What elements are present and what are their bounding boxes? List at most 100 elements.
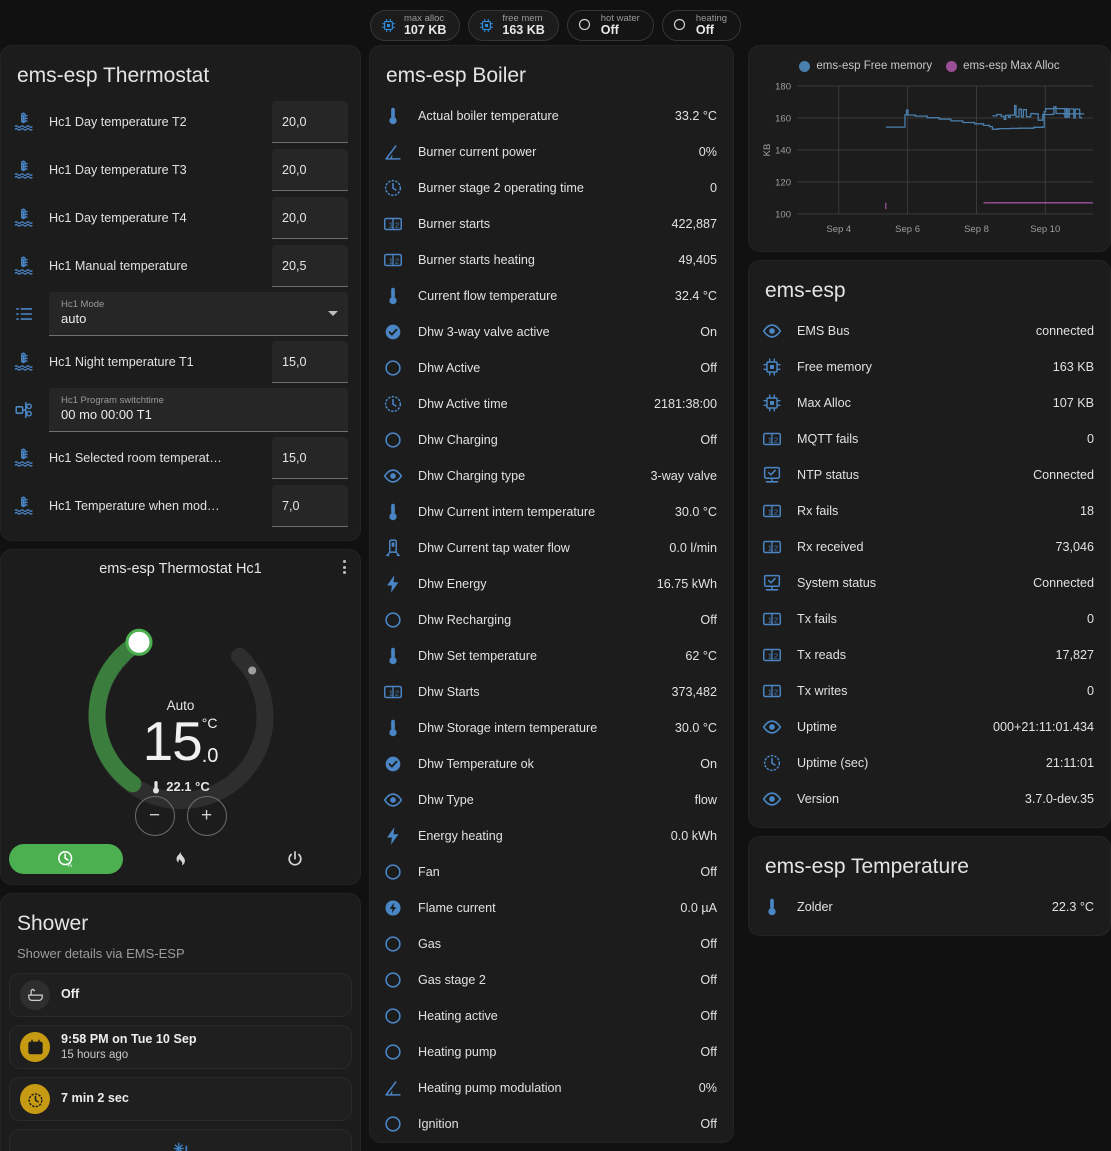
water-thermometer-icon — [14, 496, 33, 515]
status-entity-row[interactable]: Uptime 000+21:11:01.434 — [749, 709, 1110, 745]
boiler-entity-row[interactable]: Dhw Recharging Off — [370, 602, 733, 638]
thermostat-value-input[interactable]: 7,0 — [272, 485, 348, 527]
boiler-entity-row[interactable]: Dhw Energy 16.75 kWh — [370, 566, 733, 602]
increase-temperature-button[interactable]: + — [186, 796, 227, 836]
entity-label: Heating pump modulation — [418, 1081, 562, 1095]
boiler-entity-row[interactable]: Gas Off — [370, 926, 733, 962]
decrease-temperature-button[interactable]: − — [134, 796, 175, 836]
status-entity-row[interactable]: Free memory 163 KB — [749, 349, 1110, 385]
entity-value: connected — [1035, 324, 1094, 338]
boiler-entity-row[interactable]: Dhw 3-way valve active On — [370, 314, 733, 350]
water-thermometer-icon — [14, 256, 33, 275]
boiler-entity-row[interactable]: Dhw Temperature ok On — [370, 746, 733, 782]
status-entity-row[interactable]: Max Alloc 107 KB — [749, 385, 1110, 421]
status-entity-row[interactable]: Version 3.7.0-dev.35 — [749, 781, 1110, 817]
list-icon — [13, 303, 35, 325]
chip-free-mem[interactable]: free mem 163 KB — [468, 10, 559, 41]
boiler-entity-row[interactable]: Flame current 0.0 µA — [370, 890, 733, 926]
circle-icon — [385, 1044, 401, 1060]
shower-tile[interactable]: 7 min 2 sec — [9, 1077, 352, 1121]
boiler-entity-row[interactable]: Dhw Current tap water flow 0.0 l/min — [370, 530, 733, 566]
boiler-entity-row[interactable]: Actual boiler temperature 33.2 °C — [370, 98, 733, 134]
chip-icon — [763, 358, 781, 376]
boiler-entity-row[interactable]: Current flow temperature 32.4 °C — [370, 278, 733, 314]
boiler-entity-row[interactable]: Heating active Off — [370, 998, 733, 1034]
hvac-mode-auto-button[interactable]: A — [9, 844, 124, 874]
boiler-entity-row[interactable]: Burner current power 0% — [370, 134, 733, 170]
legend-label: ems-esp Max Alloc — [963, 60, 1060, 72]
chip-max-alloc[interactable]: max alloc 107 KB — [369, 10, 461, 41]
thermostat-value-input[interactable]: 20,5 — [272, 245, 348, 287]
boiler-entity-row[interactable]: 1 2 Burner starts 422,887 — [370, 206, 733, 242]
boiler-entity-row[interactable]: Dhw Active Off — [370, 350, 733, 386]
svg-text:1: 1 — [768, 435, 772, 444]
boiler-entity-row[interactable]: Dhw Charging Off — [370, 422, 733, 458]
status-entity-row[interactable]: 1 2 Tx fails 0 — [749, 601, 1110, 637]
boiler-entity-row[interactable]: Ignition Off — [370, 1106, 733, 1142]
boiler-entity-row[interactable]: Energy heating 0.0 kWh — [370, 818, 733, 854]
entity-label: Current flow temperature — [418, 289, 558, 303]
boiler-entity-row[interactable]: Dhw Storage intern temperature 30.0 °C — [370, 710, 733, 746]
counter-icon: 1 2 — [763, 648, 781, 662]
status-entity-row[interactable]: 1 2 MQTT fails 0 — [749, 421, 1110, 457]
boiler-entity-row[interactable]: 1 2 Burner starts heating 49,405 — [370, 242, 733, 278]
boiler-entity-row[interactable]: 1 2 Dhw Starts 373,482 — [370, 674, 733, 710]
legend-item[interactable]: ems-esp Max Alloc — [946, 60, 1060, 72]
svg-text:1: 1 — [768, 507, 772, 516]
thermostat-value-input[interactable]: 20,0 — [272, 197, 348, 239]
thermostat-value-input[interactable]: 20,0 — [272, 101, 348, 143]
boiler-entity-row[interactable]: Dhw Charging type 3-way valve — [370, 458, 733, 494]
svg-text:2: 2 — [774, 615, 778, 624]
status-entity-row[interactable]: NTP status Connected — [749, 457, 1110, 493]
thermostat-value-input[interactable]: 15,0 — [272, 437, 348, 479]
boiler-entity-row[interactable]: Burner stage 2 operating time 0 — [370, 170, 733, 206]
legend-color-dot — [799, 60, 811, 72]
status-entity-row[interactable]: EMS Bus connected — [749, 313, 1110, 349]
eye-icon — [383, 469, 403, 483]
boiler-entity-row[interactable]: Dhw Active time 2181:38:00 — [370, 386, 733, 422]
dial-title: ems-esp Thermostat Hc1 — [99, 561, 262, 577]
more-options-icon[interactable] — [343, 560, 346, 574]
thermostat-select-field[interactable]: Hc1 Program switchtime 00 mo 00:00 T1 — [49, 388, 348, 432]
boiler-entity-row[interactable]: Gas stage 2 Off — [370, 962, 733, 998]
status-entity-row[interactable]: System status Connected — [749, 565, 1110, 601]
counter-icon: 1 2 — [761, 500, 783, 522]
entity-label: Flame current — [418, 901, 496, 915]
shower-tile[interactable]: Off — [9, 973, 352, 1017]
entity-label: Dhw Current intern temperature — [418, 505, 596, 519]
entity-value: Connected — [1033, 468, 1094, 482]
eye-icon — [382, 789, 404, 811]
shower-tile[interactable]: 9:58 PM on Tue 10 Sep 15 hours ago — [9, 1025, 352, 1069]
clock-icon — [761, 752, 783, 774]
thermometer-icon — [389, 107, 397, 125]
entity-value: 3.7.0-dev.35 — [1024, 792, 1094, 806]
hvac-mode-off-button[interactable] — [238, 844, 352, 874]
svg-text:140: 140 — [775, 146, 791, 157]
thermostat-value-input[interactable]: 15,0 — [272, 341, 348, 383]
dial-area[interactable]: Auto 15 °C .0 — [1, 588, 360, 838]
status-entity-row[interactable]: 1 2 Rx fails 18 — [749, 493, 1110, 529]
boiler-entity-row[interactable]: Heating pump modulation 0% — [370, 1070, 733, 1106]
chip-heating[interactable]: heating Off — [661, 10, 742, 41]
thermostat-dial-card: ems-esp Thermostat Hc1 — [0, 549, 361, 885]
memory-history-chart[interactable]: 100 120 140 160 180 Sep 4 Sep 6 Sep 8 Sep 10 KB — [757, 80, 1101, 240]
status-entity-row[interactable]: 1 2 Tx reads 17,827 — [749, 637, 1110, 673]
status-entity-row[interactable]: 1 2 Tx writes 0 — [749, 673, 1110, 709]
boiler-entity-row[interactable]: Fan Off — [370, 854, 733, 890]
boiler-entity-row[interactable]: Dhw Set temperature 62 °C — [370, 638, 733, 674]
status-entity-row[interactable]: Uptime (sec) 21:11:01 — [749, 745, 1110, 781]
temperature-dial[interactable] — [56, 590, 306, 840]
boiler-entity-row[interactable]: Dhw Type flow — [370, 782, 733, 818]
thermostat-select-field[interactable]: Hc1 Mode auto — [49, 292, 348, 336]
dial-step-buttons: − + — [1, 796, 360, 836]
chip-hot-water[interactable]: hot water Off — [566, 10, 654, 41]
legend-item[interactable]: ems-esp Free memory — [799, 60, 932, 72]
thermostat-value-input[interactable]: 20,0 — [272, 149, 348, 191]
hvac-mode-heat-button[interactable] — [123, 844, 237, 874]
shower-tile-partial[interactable] — [9, 1129, 352, 1151]
temperature-entity-row[interactable]: Zolder 22.3 °C — [749, 889, 1110, 925]
boiler-entity-row[interactable]: Heating pump Off — [370, 1034, 733, 1070]
boiler-entity-row[interactable]: Dhw Current intern temperature 30.0 °C — [370, 494, 733, 530]
status-entity-row[interactable]: 1 2 Rx received 73,046 — [749, 529, 1110, 565]
svg-text:2: 2 — [774, 435, 778, 444]
